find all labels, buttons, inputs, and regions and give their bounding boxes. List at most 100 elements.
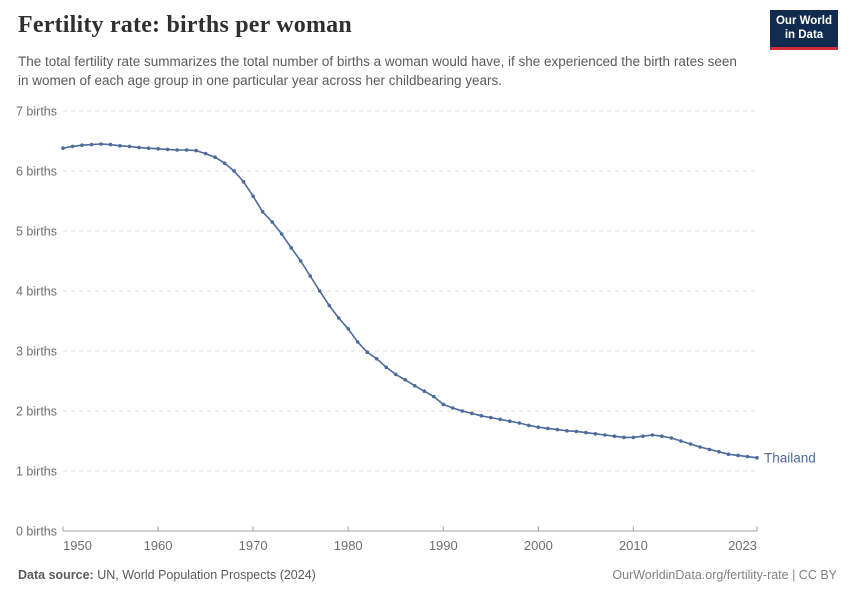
data-point bbox=[403, 378, 408, 382]
data-point bbox=[241, 180, 246, 184]
data-point bbox=[213, 155, 217, 159]
chart-footer: Data source: UN, World Population Prospe… bbox=[18, 568, 837, 582]
data-point bbox=[108, 142, 113, 147]
data-point bbox=[498, 417, 503, 422]
data-point bbox=[641, 434, 645, 439]
owid-logo-line1: Our World bbox=[775, 15, 832, 27]
data-point bbox=[660, 434, 664, 439]
data-point bbox=[460, 409, 465, 413]
data-point bbox=[393, 372, 398, 377]
data-point bbox=[546, 426, 550, 431]
data-point bbox=[726, 452, 731, 457]
data-point bbox=[384, 365, 389, 370]
data-point bbox=[698, 445, 702, 449]
data-point bbox=[184, 148, 189, 152]
data-point bbox=[650, 433, 655, 437]
x-axis-tick-label: 1960 bbox=[144, 538, 173, 553]
owid-logo[interactable]: Our World in Data bbox=[770, 10, 838, 50]
data-point bbox=[707, 447, 712, 452]
data-point bbox=[736, 453, 740, 458]
data-point bbox=[279, 232, 284, 236]
data-point bbox=[336, 316, 341, 320]
data-source: Data source: UN, World Population Prospe… bbox=[18, 568, 316, 582]
data-point bbox=[80, 143, 84, 147]
y-axis-tick-label: 5 births bbox=[16, 225, 57, 239]
data-point bbox=[451, 406, 455, 410]
data-point bbox=[317, 289, 322, 293]
data-point bbox=[470, 411, 474, 416]
x-axis-tick-label: 2023 bbox=[728, 538, 757, 553]
chart-subtitle: The total fertility rate summarizes the … bbox=[18, 54, 737, 89]
data-source-text: UN, World Population Prospects (2024) bbox=[93, 568, 316, 582]
x-axis-tick-label: 2010 bbox=[619, 538, 648, 553]
data-point bbox=[374, 357, 379, 361]
data-point bbox=[118, 144, 122, 148]
data-point bbox=[527, 423, 531, 428]
data-point bbox=[251, 194, 255, 198]
data-point bbox=[355, 340, 360, 344]
data-point bbox=[203, 151, 208, 156]
data-point bbox=[441, 402, 446, 407]
data-point bbox=[156, 147, 160, 151]
data-point bbox=[669, 436, 674, 440]
chart-title: Fertility rate: births per woman bbox=[18, 12, 352, 38]
y-axis-tick-label: 3 births bbox=[16, 345, 57, 359]
data-point bbox=[688, 442, 693, 446]
x-axis-tick-label: 1970 bbox=[239, 538, 268, 553]
data-point bbox=[194, 148, 198, 153]
data-point bbox=[517, 421, 522, 425]
data-point bbox=[298, 259, 303, 263]
owid-link[interactable]: OurWorldinData.org/fertility-rate | CC B… bbox=[612, 568, 837, 582]
data-point bbox=[289, 246, 294, 250]
data-point bbox=[327, 303, 332, 308]
data-point bbox=[612, 434, 617, 439]
x-axis-tick-label: 2000 bbox=[524, 538, 553, 553]
data-point bbox=[127, 144, 132, 149]
x-axis-tick-label: 1950 bbox=[63, 538, 92, 553]
data-point bbox=[165, 147, 170, 152]
data-point bbox=[565, 429, 569, 433]
data-point bbox=[536, 425, 541, 430]
data-point bbox=[631, 435, 636, 440]
data-source-label: Data source: bbox=[18, 568, 94, 582]
data-point bbox=[479, 414, 484, 418]
data-point bbox=[745, 454, 750, 459]
data-point bbox=[679, 439, 683, 443]
series-label-thailand[interactable]: Thailand bbox=[764, 450, 816, 465]
y-axis-tick-label: 6 births bbox=[16, 165, 57, 179]
data-point bbox=[489, 415, 493, 420]
data-point bbox=[593, 432, 598, 436]
data-point bbox=[717, 450, 721, 454]
data-point bbox=[61, 146, 65, 150]
x-axis-tick-label: 1990 bbox=[429, 538, 458, 553]
y-axis-tick-label: 0 births bbox=[16, 525, 57, 539]
data-point bbox=[584, 430, 588, 435]
y-axis-tick-label: 7 births bbox=[16, 105, 57, 119]
y-axis-tick-label: 4 births bbox=[16, 285, 57, 299]
data-point bbox=[555, 427, 560, 432]
data-point bbox=[232, 169, 236, 173]
x-axis-tick-label: 1980 bbox=[334, 538, 363, 553]
data-point bbox=[622, 435, 626, 440]
data-point bbox=[70, 144, 75, 149]
data-point bbox=[308, 274, 313, 278]
data-point bbox=[755, 456, 759, 460]
data-point bbox=[270, 220, 275, 224]
data-point bbox=[137, 145, 141, 150]
y-axis-tick-label: 2 births bbox=[16, 405, 57, 419]
data-point bbox=[99, 142, 103, 146]
data-point bbox=[508, 419, 512, 424]
owid-logo-line2: in Data bbox=[784, 28, 824, 41]
data-point bbox=[422, 389, 427, 394]
y-axis-tick-label: 1 births bbox=[16, 465, 57, 479]
data-point bbox=[260, 210, 265, 214]
data-point bbox=[222, 161, 227, 165]
data-point bbox=[346, 327, 351, 331]
data-point bbox=[175, 148, 179, 152]
data-point bbox=[574, 429, 579, 434]
data-point bbox=[603, 433, 607, 437]
data-point bbox=[432, 394, 436, 399]
data-point bbox=[146, 146, 151, 150]
